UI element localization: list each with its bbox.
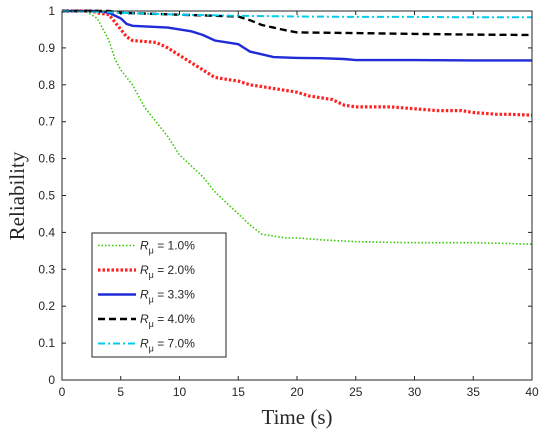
y-tick-label: 0.9 [38, 41, 55, 55]
series-line-5 [62, 10, 532, 19]
y-tick-label: 0.2 [38, 299, 55, 313]
y-tick-label: 0.1 [38, 336, 55, 350]
y-tick-label: 1 [48, 4, 55, 18]
y-tick-label: 0.7 [38, 115, 55, 129]
x-tick-label: 10 [173, 385, 187, 399]
y-tick-label: 0.6 [38, 152, 55, 166]
x-tick-label: 20 [290, 385, 304, 399]
y-tick-label: 0.5 [38, 189, 55, 203]
x-axis-ticks: 0 5 10 15 20 25 30 35 40 [59, 11, 539, 399]
y-tick-label: 0 [48, 373, 55, 387]
plot-frame [61, 10, 533, 381]
x-tick-label: 0 [59, 385, 66, 399]
series-line-4 [62, 9, 532, 37]
y-axis-ticks: 0 0.1 0.2 0.3 0.4 0.5 0.6 0.7 0.8 0.9 1 [38, 4, 532, 387]
series-line-3 [62, 9, 532, 62]
legend-label-2: Rμ = 2.0% [140, 263, 195, 280]
x-tick-label: 5 [117, 385, 124, 399]
legend-label-3: Rμ = 3.3% [140, 288, 195, 305]
x-tick-label: 30 [408, 385, 422, 399]
x-tick-label: 40 [525, 385, 539, 399]
series-line-2 [62, 9, 532, 117]
x-axis-label: Time (s) [262, 405, 333, 429]
x-tick-label: 15 [232, 385, 246, 399]
y-tick-label: 0.8 [38, 78, 55, 92]
series-layer [62, 9, 532, 245]
y-tick-label: 0.4 [38, 225, 55, 239]
y-tick-label: 0.3 [38, 262, 55, 276]
x-tick-label: 35 [467, 385, 481, 399]
legend-label-1: Rμ = 1.0% [140, 239, 195, 256]
x-tick-label: 25 [349, 385, 363, 399]
legend-label-5: Rμ = 7.0% [140, 337, 195, 354]
legend: Rμ = 1.0% Rμ = 2.0% Rμ = 3.3% Rμ = 4.0% Rμ =… [91, 232, 227, 358]
y-axis-label: Reliability [5, 151, 29, 240]
legend-label-4: Rμ = 4.0% [140, 312, 195, 329]
